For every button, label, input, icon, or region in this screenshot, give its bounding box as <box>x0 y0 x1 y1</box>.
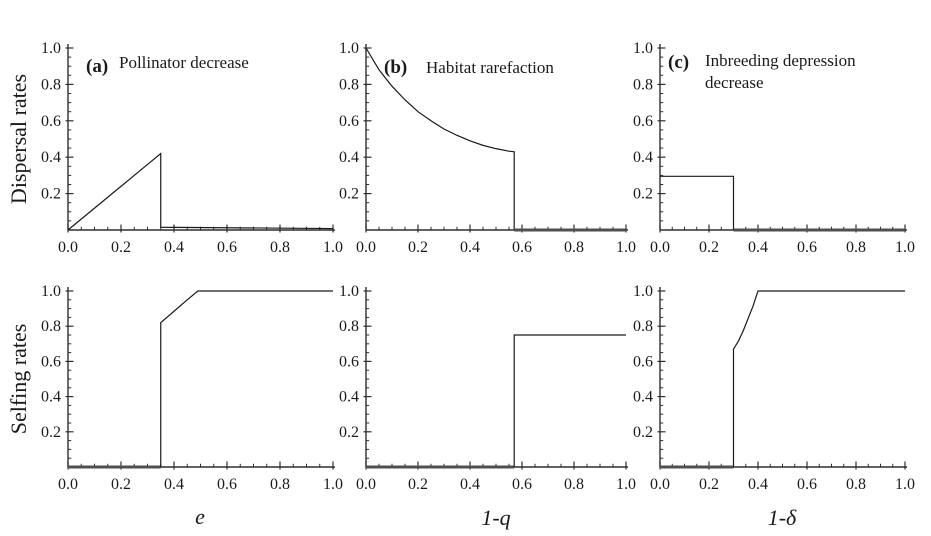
x-tick-label: 0.0 <box>356 239 376 256</box>
y-tick-label: 0.6 <box>633 113 653 130</box>
x-tick-label: 0.6 <box>512 476 532 493</box>
panel-a-selfing: 0.0 0.2 0.4 0.6 0.8 1.0 0.2 0.4 0.6 0.8 1.0 <box>41 283 343 493</box>
x-tick-label: 0.4 <box>164 239 184 256</box>
y-tick-label: 0.6 <box>41 113 61 130</box>
y-tick-label: 0.2 <box>339 424 359 441</box>
x-tick-label: 0.6 <box>217 239 237 256</box>
x-tick-label: 1.0 <box>895 476 915 493</box>
y-axis-label-selfing-rates: Selfing rates <box>6 324 31 435</box>
y-tick-label: 0.2 <box>41 424 61 441</box>
x-tick-label: 1.0 <box>323 239 343 256</box>
y-tick-label: 0.4 <box>339 389 359 406</box>
x-tick-label: 0.6 <box>797 239 817 256</box>
x-tick-label: 0.6 <box>217 476 237 493</box>
y-tick-label: 1.0 <box>339 283 359 300</box>
y-tick-label: 0.8 <box>339 76 359 93</box>
y-tick-label: 0.6 <box>339 353 359 370</box>
y-tick-label: 0.4 <box>633 149 653 166</box>
x-tick-label: 0.6 <box>512 239 532 256</box>
series-selfing-ess <box>732 290 905 467</box>
y-tick-label: 0.4 <box>339 149 359 166</box>
x-axis-label-1-delta: 1-δ <box>768 505 797 530</box>
x-tick-label: 0.2 <box>111 239 131 256</box>
x-tick-label: 0.8 <box>846 476 866 493</box>
panel-c-dispersal: 0.0 0.2 0.4 0.6 0.8 1.0 0.2 0.4 0.6 0.8 1.0 <box>633 40 915 256</box>
panel-c-selfing: 0.0 0.2 0.4 0.6 0.8 1.0 0.2 0.4 0.6 0.8 1.0 <box>633 283 915 493</box>
panel-c-tag: (c) <box>668 52 689 73</box>
y-tick-label: 1.0 <box>41 40 61 57</box>
panel-b-tag: (b) <box>384 57 407 78</box>
x-tick-label: 0.0 <box>58 476 78 493</box>
x-tick-label: 0.8 <box>846 239 866 256</box>
y-tick-label: 0.8 <box>633 318 653 335</box>
x-tick-label: 0.2 <box>699 239 719 256</box>
y-tick-label: 0.6 <box>633 353 653 370</box>
y-tick-label: 0.8 <box>339 318 359 335</box>
panel-c-title: Inbreeding depression <box>705 51 856 70</box>
x-tick-label: 1.0 <box>323 476 343 493</box>
panel-a-tag: (a) <box>86 56 108 77</box>
x-tick-label: 0.6 <box>797 476 817 493</box>
y-tick-label: 0.8 <box>41 76 61 93</box>
x-tick-label: 0.4 <box>748 476 768 493</box>
panel-c-title-line2: decrease <box>705 73 764 92</box>
y-tick-label: 0.2 <box>633 186 653 203</box>
x-axis-label-1-q: 1-q <box>481 505 510 530</box>
x-tick-label: 0.2 <box>408 476 428 493</box>
y-tick-label: 0.6 <box>339 113 359 130</box>
x-tick-label: 0.2 <box>699 476 719 493</box>
x-tick-label: 1.0 <box>616 239 636 256</box>
y-tick-label: 1.0 <box>633 40 653 57</box>
x-tick-label: 0.0 <box>650 239 670 256</box>
y-tick-label: 0.2 <box>41 186 61 203</box>
x-tick-label: 0.2 <box>408 239 428 256</box>
y-tick-label: 0.2 <box>633 424 653 441</box>
x-tick-label: 0.4 <box>164 476 184 493</box>
y-tick-label: 0.4 <box>633 389 653 406</box>
y-tick-label: 0.4 <box>41 389 61 406</box>
y-tick-label: 1.0 <box>41 283 61 300</box>
x-tick-label: 0.2 <box>111 476 131 493</box>
panel-a-dispersal: 0.0 0.2 0.4 0.6 0.8 1.0 0.2 0.4 0.6 0.8 1.0 <box>41 40 343 256</box>
x-tick-label: 0.8 <box>564 239 584 256</box>
series-selfing-ess <box>160 290 333 467</box>
x-tick-label: 0.4 <box>748 239 768 256</box>
x-tick-label: 0.8 <box>270 239 290 256</box>
x-tick-label: 0.8 <box>564 476 584 493</box>
series-dispersal-ess <box>365 47 515 230</box>
y-tick-label: 0.4 <box>41 149 61 166</box>
y-tick-label: 1.0 <box>339 40 359 57</box>
axes-and-curves-layer: 0.0 0.2 0.4 0.6 0.8 1.00.20.40.60.81.00.0 0.2 0… <box>41 40 915 493</box>
y-tick-label: 1.0 <box>633 283 653 300</box>
y-tick-label: 0.6 <box>41 353 61 370</box>
panel-a-title: Pollinator decrease <box>119 53 249 72</box>
x-tick-label: 0.4 <box>460 476 480 493</box>
panel-b-selfing: 0.0 0.2 0.4 0.6 0.8 1.0 0.2 0.4 0.6 0.8 1.0 <box>339 283 636 493</box>
x-tick-label: 1.0 <box>616 476 636 493</box>
y-tick-label: 0.2 <box>339 186 359 203</box>
x-tick-label: 0.4 <box>460 239 480 256</box>
x-tick-label: 0.0 <box>58 239 78 256</box>
series-dispersal-ess <box>660 175 735 230</box>
x-tick-label: 0.8 <box>270 476 290 493</box>
panel-b-title: Habitat rarefaction <box>426 58 554 77</box>
y-tick-label: 0.8 <box>41 318 61 335</box>
y-axis-label-dispersal-rates: Dispersal rates <box>6 74 31 204</box>
y-tick-label: 0.8 <box>633 76 653 93</box>
series-selfing-ess <box>513 334 626 467</box>
x-axis-label-e: e <box>195 504 205 529</box>
panel-b-dispersal: 0.0 0.2 0.4 0.6 0.8 1.0 0.2 0.4 0.6 0.8 1.0 <box>339 40 636 256</box>
x-tick-label: 0.0 <box>650 476 670 493</box>
series-dispersal-ess <box>67 152 334 231</box>
x-tick-label: 1.0 <box>895 239 915 256</box>
x-tick-label: 0.0 <box>356 476 376 493</box>
